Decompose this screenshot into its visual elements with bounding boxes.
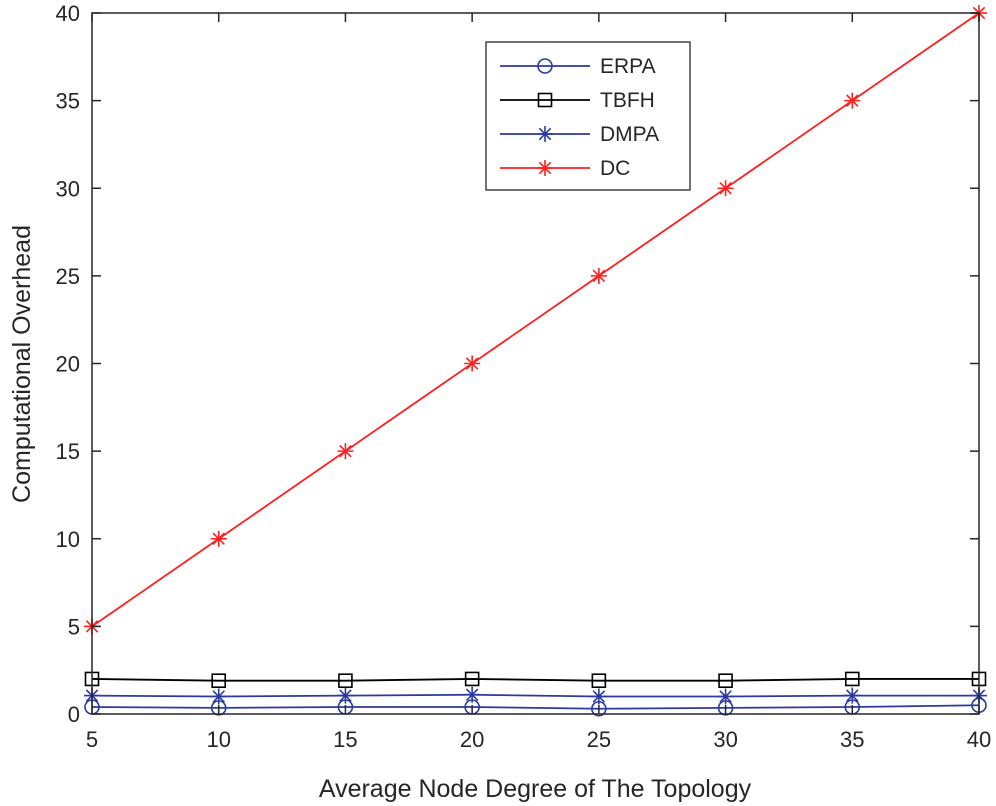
data-point-dmpa: [717, 688, 734, 705]
data-point-dc: [590, 267, 607, 284]
y-axis-title: Computational Overhead: [8, 225, 36, 503]
y-tick-label: 30: [56, 176, 80, 201]
data-point-tbfh: [591, 673, 607, 689]
legend-label-dc: DC: [600, 157, 630, 180]
data-point-tbfh: [338, 673, 353, 689]
x-tick-label: 40: [967, 727, 991, 752]
data-point-tbfh: [464, 671, 480, 687]
legend-marker-tbfh: [537, 92, 553, 108]
legend-marker-dc: [537, 160, 553, 176]
y-tick-label: 10: [56, 527, 80, 552]
x-tick-label: 10: [206, 727, 230, 752]
series-line-dc: [91, 12, 980, 628]
x-tick-label: 20: [460, 727, 484, 752]
y-tick-label: 25: [56, 264, 80, 289]
legend-label-tbfh: TBFH: [600, 89, 655, 112]
series-line-erpa: [91, 704, 980, 710]
data-point-dmpa: [337, 687, 354, 704]
data-point-dmpa: [844, 687, 861, 704]
x-tick-label: 25: [587, 727, 611, 752]
series-layer: [84, 5, 987, 717]
data-point-dc: [844, 92, 861, 109]
y-tick-label: 35: [56, 89, 80, 114]
x-tick-label: 35: [840, 727, 864, 752]
y-tick-label: 20: [56, 352, 80, 377]
data-point-dc: [210, 530, 227, 547]
legend: ERPA TBFH DMPA DC: [485, 41, 691, 191]
y-tick-label: 5: [68, 614, 80, 639]
y-tick-label: 15: [56, 439, 80, 464]
data-point-dmpa: [590, 688, 607, 705]
x-tick-label: 5: [86, 727, 98, 752]
series-line-dmpa: [91, 693, 979, 698]
data-point-dc: [717, 180, 734, 197]
series-dc: [84, 5, 987, 635]
data-point-dc: [464, 355, 481, 372]
legend-label-dmpa: DMPA: [600, 123, 659, 146]
data-point-dmpa: [464, 686, 481, 703]
y-tick-label: 40: [56, 1, 80, 26]
y-tick-label: 0: [68, 702, 80, 727]
legend-marker-dmpa: [537, 126, 553, 142]
data-point-tbfh: [211, 673, 227, 689]
legend-label-erpa: ERPA: [600, 55, 656, 78]
series-dmpa: [84, 686, 987, 705]
data-point-tbfh: [844, 671, 860, 687]
series-line-tbfh: [91, 678, 979, 682]
data-point-dc: [337, 443, 354, 460]
data-point-tbfh: [718, 673, 733, 689]
legend-marker-erpa: [537, 58, 553, 74]
x-axis-title: Average Node Degree of The Topology: [319, 775, 752, 803]
data-point-dmpa: [210, 688, 227, 705]
x-tick-label: 30: [713, 727, 737, 752]
x-tick-label: 15: [333, 727, 357, 752]
